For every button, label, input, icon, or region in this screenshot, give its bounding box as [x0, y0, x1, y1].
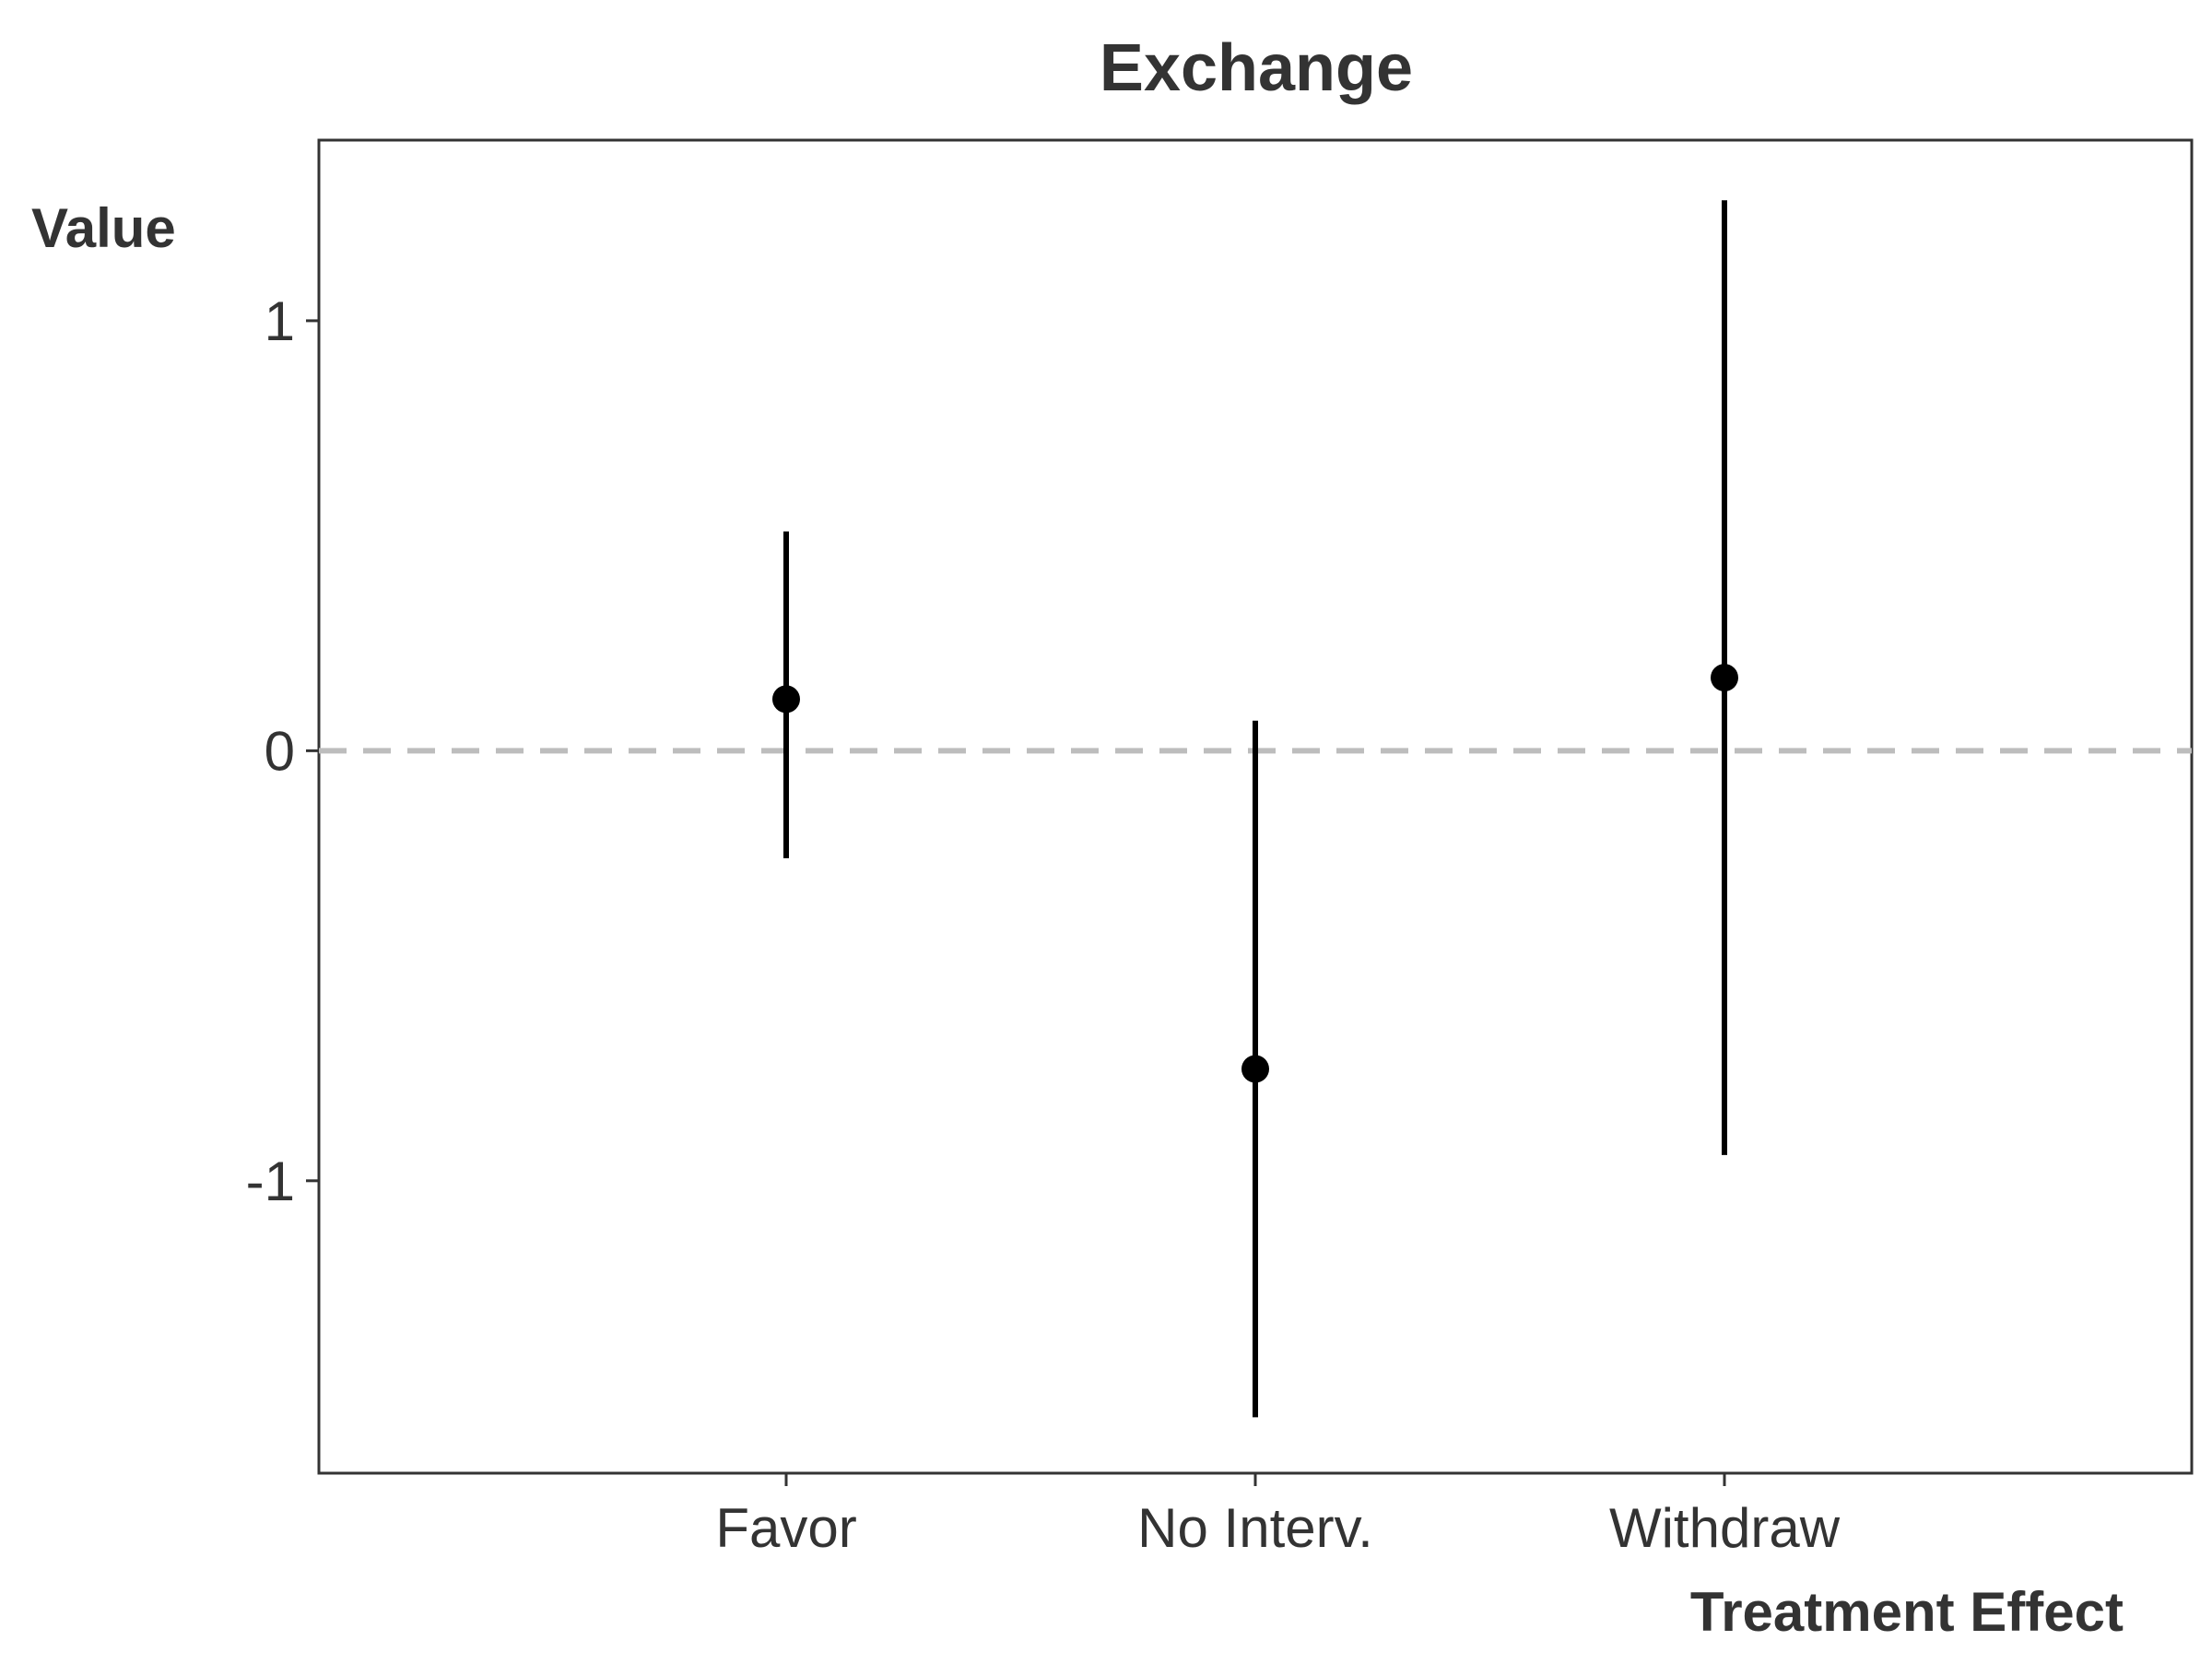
point-estimate — [1241, 1055, 1269, 1083]
y-tick-label: 0 — [265, 720, 295, 782]
x-tick-label: No Interv. — [1137, 1497, 1373, 1559]
y-axis-title: Value — [31, 197, 176, 259]
x-tick-label: Withdraw — [1609, 1497, 1841, 1559]
y-tick-label: 1 — [265, 290, 295, 352]
plot-area: -1 0 1 Favor No Interv. Withdraw — [246, 138, 2194, 1559]
point-estimate — [1711, 664, 1738, 692]
x-tick-label: Favor — [715, 1497, 856, 1559]
x-axis-title: Treatment Effect — [1690, 1581, 2124, 1643]
y-tick-label: -1 — [246, 1151, 295, 1212]
point-estimate — [772, 685, 800, 714]
chart-title: Exchange — [1100, 31, 1413, 105]
